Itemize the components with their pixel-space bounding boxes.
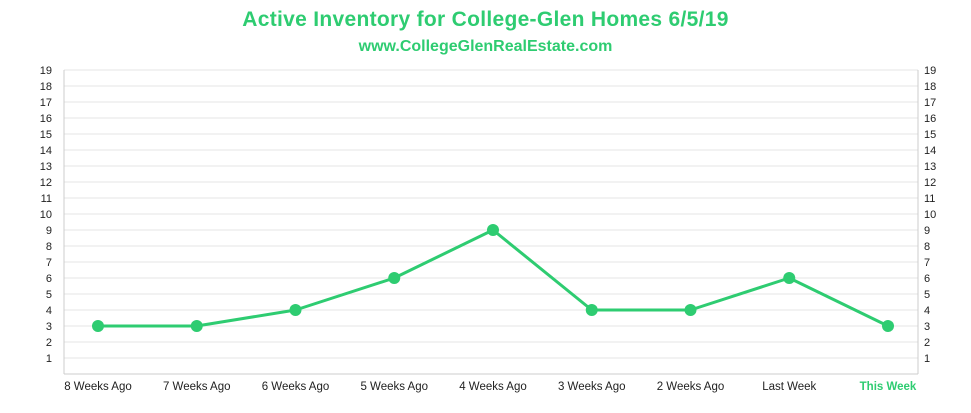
x-tick-label: 4 Weeks Ago (459, 381, 527, 393)
y-tick-label-left: 18 (40, 81, 52, 93)
y-tick-label-left: 4 (46, 305, 52, 317)
data-point (92, 320, 104, 332)
y-tick-label-left: 1 (46, 353, 52, 365)
y-tick-label-right: 7 (924, 257, 930, 269)
data-point (190, 320, 203, 332)
y-tick-label-left: 8 (46, 241, 52, 253)
y-tick-label-right: 11 (924, 193, 935, 205)
y-tick-label-left: 9 (46, 225, 52, 237)
x-tick-label: 2 Weeks Ago (657, 381, 725, 393)
x-tick-label: 6 Weeks Ago (262, 381, 330, 393)
y-tick-label-right: 14 (924, 145, 936, 157)
y-tick-label-right: 13 (924, 161, 936, 173)
series-group (92, 224, 894, 332)
y-tick-label-right: 1 (924, 353, 930, 365)
y-tick-label-right: 4 (924, 305, 930, 317)
x-axis: 8 Weeks Ago 7 Weeks Ago 6 Weeks Ago 5 Weeks… (64, 381, 917, 393)
y-tick-label-left: 14 (40, 145, 52, 157)
data-point (882, 320, 894, 332)
y-tick-label-left: 15 (40, 129, 52, 141)
y-tick-label-left: 7 (46, 257, 52, 269)
y-tick-label-left: 3 (46, 321, 52, 333)
y-tick-label-right: 15 (924, 129, 936, 141)
y-tick-label-left: 17 (40, 97, 52, 109)
data-point (388, 272, 401, 284)
y-tick-label-right: 6 (924, 273, 930, 285)
y-tick-label-left: 13 (40, 161, 52, 173)
y-tick-label-left: 5 (46, 289, 52, 301)
chart-title: Active Inventory for College-Glen Homes … (242, 8, 729, 31)
x-tick-label: This Week (860, 381, 917, 393)
y-tick-label-left: 10 (40, 209, 52, 221)
y-tick-label-left: 11 (41, 193, 52, 205)
y-tick-label-right: 5 (924, 289, 930, 301)
y-tick-label-left: 12 (40, 177, 52, 189)
y-tick-label-left: 16 (40, 113, 52, 125)
y-tick-label-right: 10 (924, 209, 936, 221)
x-tick-label: 8 Weeks Ago (64, 381, 132, 393)
chart-subtitle: www.CollegeGlenRealEstate.com (358, 38, 613, 55)
y-tick-label-right: 9 (924, 225, 930, 237)
y-tick-label-left: 6 (46, 273, 52, 285)
data-point (289, 304, 302, 316)
x-tick-label: 5 Weeks Ago (360, 381, 428, 393)
y-tick-label-right: 18 (924, 81, 936, 93)
data-point (783, 272, 796, 284)
y-tick-label-right: 3 (924, 321, 930, 333)
data-point (684, 304, 697, 316)
gridlines (63, 69, 919, 375)
x-tick-label: Last Week (762, 381, 816, 393)
y-tick-label-right: 8 (924, 241, 930, 253)
y-tick-label-right: 19 (924, 65, 936, 77)
x-tick-label: 3 Weeks Ago (558, 381, 626, 393)
y-tick-label-left: 2 (46, 337, 52, 349)
y-tick-label-right: 2 (924, 337, 930, 349)
y-tick-label-right: 17 (924, 97, 936, 109)
y-tick-label-right: 16 (924, 113, 936, 125)
y-tick-label-left: 19 (40, 65, 52, 77)
data-point (487, 224, 499, 236)
x-tick-label: 7 Weeks Ago (163, 381, 231, 393)
y-tick-label-right: 12 (924, 177, 936, 189)
data-point (585, 304, 598, 316)
